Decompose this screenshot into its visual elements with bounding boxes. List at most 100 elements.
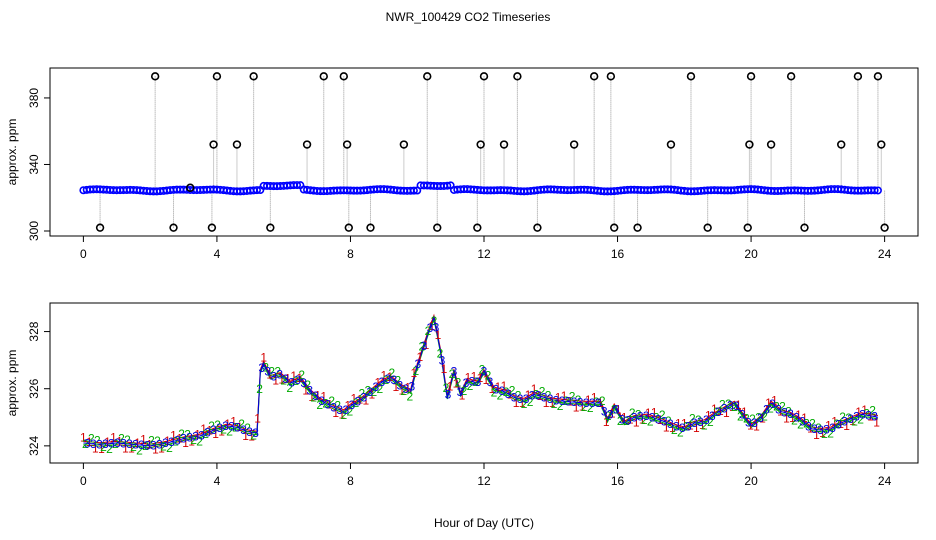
series-marker-3: 3	[427, 321, 434, 335]
series-marker-1: 1	[843, 419, 850, 433]
series-marker-1: 1	[98, 442, 105, 456]
outlier-point	[589, 72, 599, 81]
series-marker-2: 2	[431, 314, 438, 328]
series-marker-2: 2	[358, 387, 365, 401]
series-marker-1: 1	[591, 391, 598, 405]
series-marker-1: 1	[699, 418, 706, 432]
series-marker-1: 1	[711, 402, 718, 416]
series-marker-3: 3	[559, 394, 566, 408]
series-marker-2: 2	[497, 389, 504, 403]
series-marker-2: 2	[533, 387, 540, 401]
series-marker-1: 1	[284, 371, 291, 385]
series-marker-1: 1	[531, 382, 538, 396]
outlier-point	[249, 72, 258, 81]
series-marker-3: 3	[685, 419, 692, 433]
series-marker-2: 2	[370, 385, 377, 399]
outlier-point	[569, 140, 579, 149]
series-marker-1: 1	[759, 411, 766, 425]
outlier-point	[837, 140, 846, 149]
x-tick-label: 4	[214, 247, 221, 261]
series-marker-3: 3	[481, 365, 488, 379]
series-marker-3: 3	[631, 410, 638, 424]
y-tick-label: 380	[27, 88, 41, 108]
series-marker-2: 2	[503, 385, 510, 399]
series-marker-2: 2	[172, 434, 179, 448]
series-marker-1: 1	[501, 379, 508, 393]
series-marker-1: 1	[663, 421, 670, 435]
series-marker-2: 2	[142, 439, 149, 453]
series-marker-3: 3	[757, 411, 764, 425]
series-marker-1: 1	[272, 374, 279, 388]
series-marker-2: 2	[304, 378, 311, 392]
series-marker-2: 2	[461, 384, 468, 398]
series-line-1	[83, 313, 879, 445]
series-marker-3: 3	[679, 421, 686, 435]
series-marker-3: 3	[90, 437, 97, 451]
series-marker-3: 3	[721, 402, 728, 416]
series-marker-3: 3	[433, 321, 440, 335]
outlier-point	[212, 72, 222, 81]
series-marker-2: 2	[749, 412, 756, 426]
series-marker-3: 3	[577, 396, 584, 410]
series-marker-1: 1	[176, 431, 183, 445]
series-marker-3: 3	[727, 398, 734, 412]
series-marker-3: 3	[589, 396, 596, 410]
series-marker-2: 2	[617, 414, 624, 428]
series-marker-1: 1	[465, 371, 472, 385]
series-marker-3: 3	[673, 419, 680, 433]
series-marker-1: 1	[453, 377, 460, 391]
series-marker-2: 2	[94, 433, 101, 447]
series-marker-1: 1	[200, 422, 207, 436]
series-marker-3: 3	[613, 402, 620, 416]
series-marker-1: 1	[723, 406, 730, 420]
outlier-point	[342, 140, 352, 149]
top-panel: 0 4 8 12 16 20 24 300 340 380 approx. ppm	[5, 67, 919, 261]
series-marker-2: 2	[88, 432, 95, 446]
series-marker-1: 1	[819, 426, 826, 440]
series-marker-1: 1	[627, 413, 634, 427]
series-marker-2: 2	[316, 398, 323, 412]
series-marker-3: 3	[385, 372, 392, 386]
series-marker-2: 2	[593, 395, 600, 409]
x-tick-label: 24	[878, 247, 892, 261]
series-marker-2: 2	[731, 400, 738, 414]
series-marker-2: 2	[659, 408, 666, 422]
series-marker-2: 2	[274, 365, 281, 379]
outlier-point	[95, 223, 105, 232]
series-marker-2: 2	[647, 415, 654, 429]
series-line-2	[83, 316, 879, 449]
series-marker-3: 3	[234, 421, 241, 435]
outlier-point	[186, 183, 195, 192]
series-marker-2: 2	[689, 412, 696, 426]
series-marker-1: 1	[254, 411, 261, 425]
outlier-point	[344, 223, 353, 232]
outlier-point	[633, 223, 642, 232]
series-line-3	[83, 315, 879, 447]
series-marker-2: 2	[250, 429, 257, 443]
series-marker-1: 1	[417, 350, 424, 364]
series-marker-3: 3	[306, 384, 313, 398]
series-marker-2: 2	[118, 431, 125, 445]
series-marker-1: 1	[555, 391, 562, 405]
series-marker-1: 1	[507, 388, 514, 402]
series-marker-1: 1	[801, 411, 808, 425]
series-marker-2: 2	[863, 407, 870, 421]
outlier-point	[150, 72, 160, 81]
series-marker-1: 1	[651, 406, 658, 420]
series-marker-2: 2	[449, 367, 456, 381]
series-marker-1: 1	[477, 371, 484, 385]
outlier-point	[766, 140, 776, 149]
series-marker-1: 1	[206, 424, 213, 438]
series-marker-3: 3	[469, 374, 476, 388]
series-marker-1: 1	[561, 389, 568, 403]
series-marker-1: 1	[867, 409, 874, 423]
series-marker-3: 3	[793, 410, 800, 424]
series-marker-2: 2	[136, 443, 143, 457]
series-marker-3: 3	[348, 398, 355, 412]
series-marker-3: 3	[739, 407, 746, 421]
series-marker-1: 1	[483, 373, 490, 387]
outlier-point	[873, 72, 883, 81]
outlier-point	[743, 223, 752, 232]
series-marker-1: 1	[80, 430, 87, 444]
